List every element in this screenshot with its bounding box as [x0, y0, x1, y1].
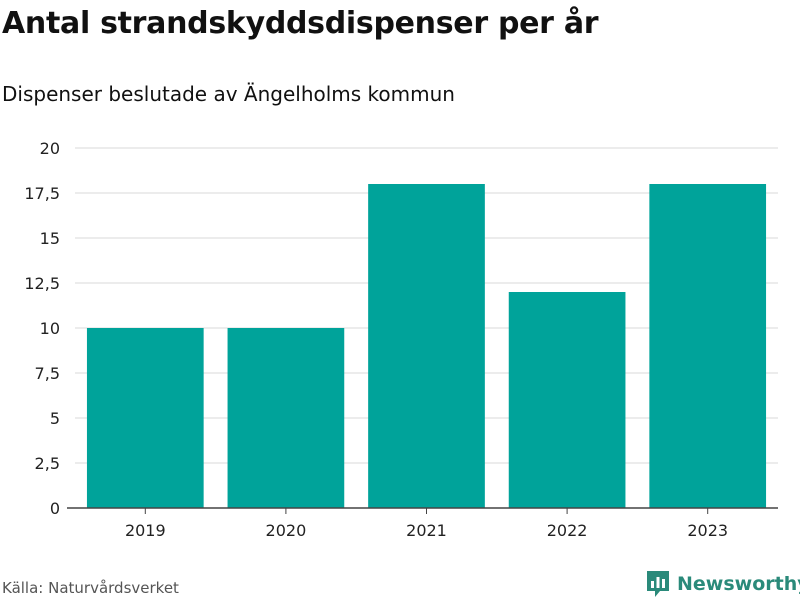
y-tick-label: 10 — [40, 319, 60, 338]
chart-title: Antal strandskyddsdispenser per år — [2, 6, 599, 41]
x-tick-labels: 2019 2020 2021 2022 2023 — [125, 521, 728, 540]
x-tick-label: 2020 — [266, 521, 307, 540]
source-note: Källa: Naturvårdsverket — [2, 579, 179, 597]
y-tick-label: 15 — [40, 229, 60, 248]
y-tick-label: 2,5 — [35, 454, 60, 473]
y-tick-labels: 0 2,5 5 7,5 10 12,5 15 17,5 20 — [24, 139, 60, 518]
axes — [67, 507, 778, 514]
brand-name: Newsworthy — [677, 573, 800, 595]
brand[interactable]: Newsworthy — [645, 568, 800, 600]
x-tick-label: 2022 — [547, 521, 588, 540]
y-tick-label: 5 — [50, 409, 60, 428]
x-tick-label: 2023 — [687, 521, 728, 540]
y-tick-label: 7,5 — [35, 364, 60, 383]
newsworthy-logo-icon — [647, 571, 669, 597]
bar-2020 — [227, 328, 345, 508]
x-tick-label: 2019 — [125, 521, 166, 540]
bar-2019 — [86, 328, 204, 508]
y-tick-label: 20 — [40, 139, 60, 158]
y-tick-label: 17,5 — [24, 184, 60, 203]
bar-2023 — [649, 184, 767, 508]
bar-2022 — [508, 292, 626, 508]
chart-subtitle: Dispenser beslutade av Ängelholms kommun — [2, 82, 455, 106]
bars — [86, 184, 767, 508]
x-tick-label: 2021 — [406, 521, 447, 540]
y-tick-label: 12,5 — [24, 274, 60, 293]
bar-2021 — [368, 184, 485, 508]
y-tick-label: 0 — [50, 499, 60, 518]
